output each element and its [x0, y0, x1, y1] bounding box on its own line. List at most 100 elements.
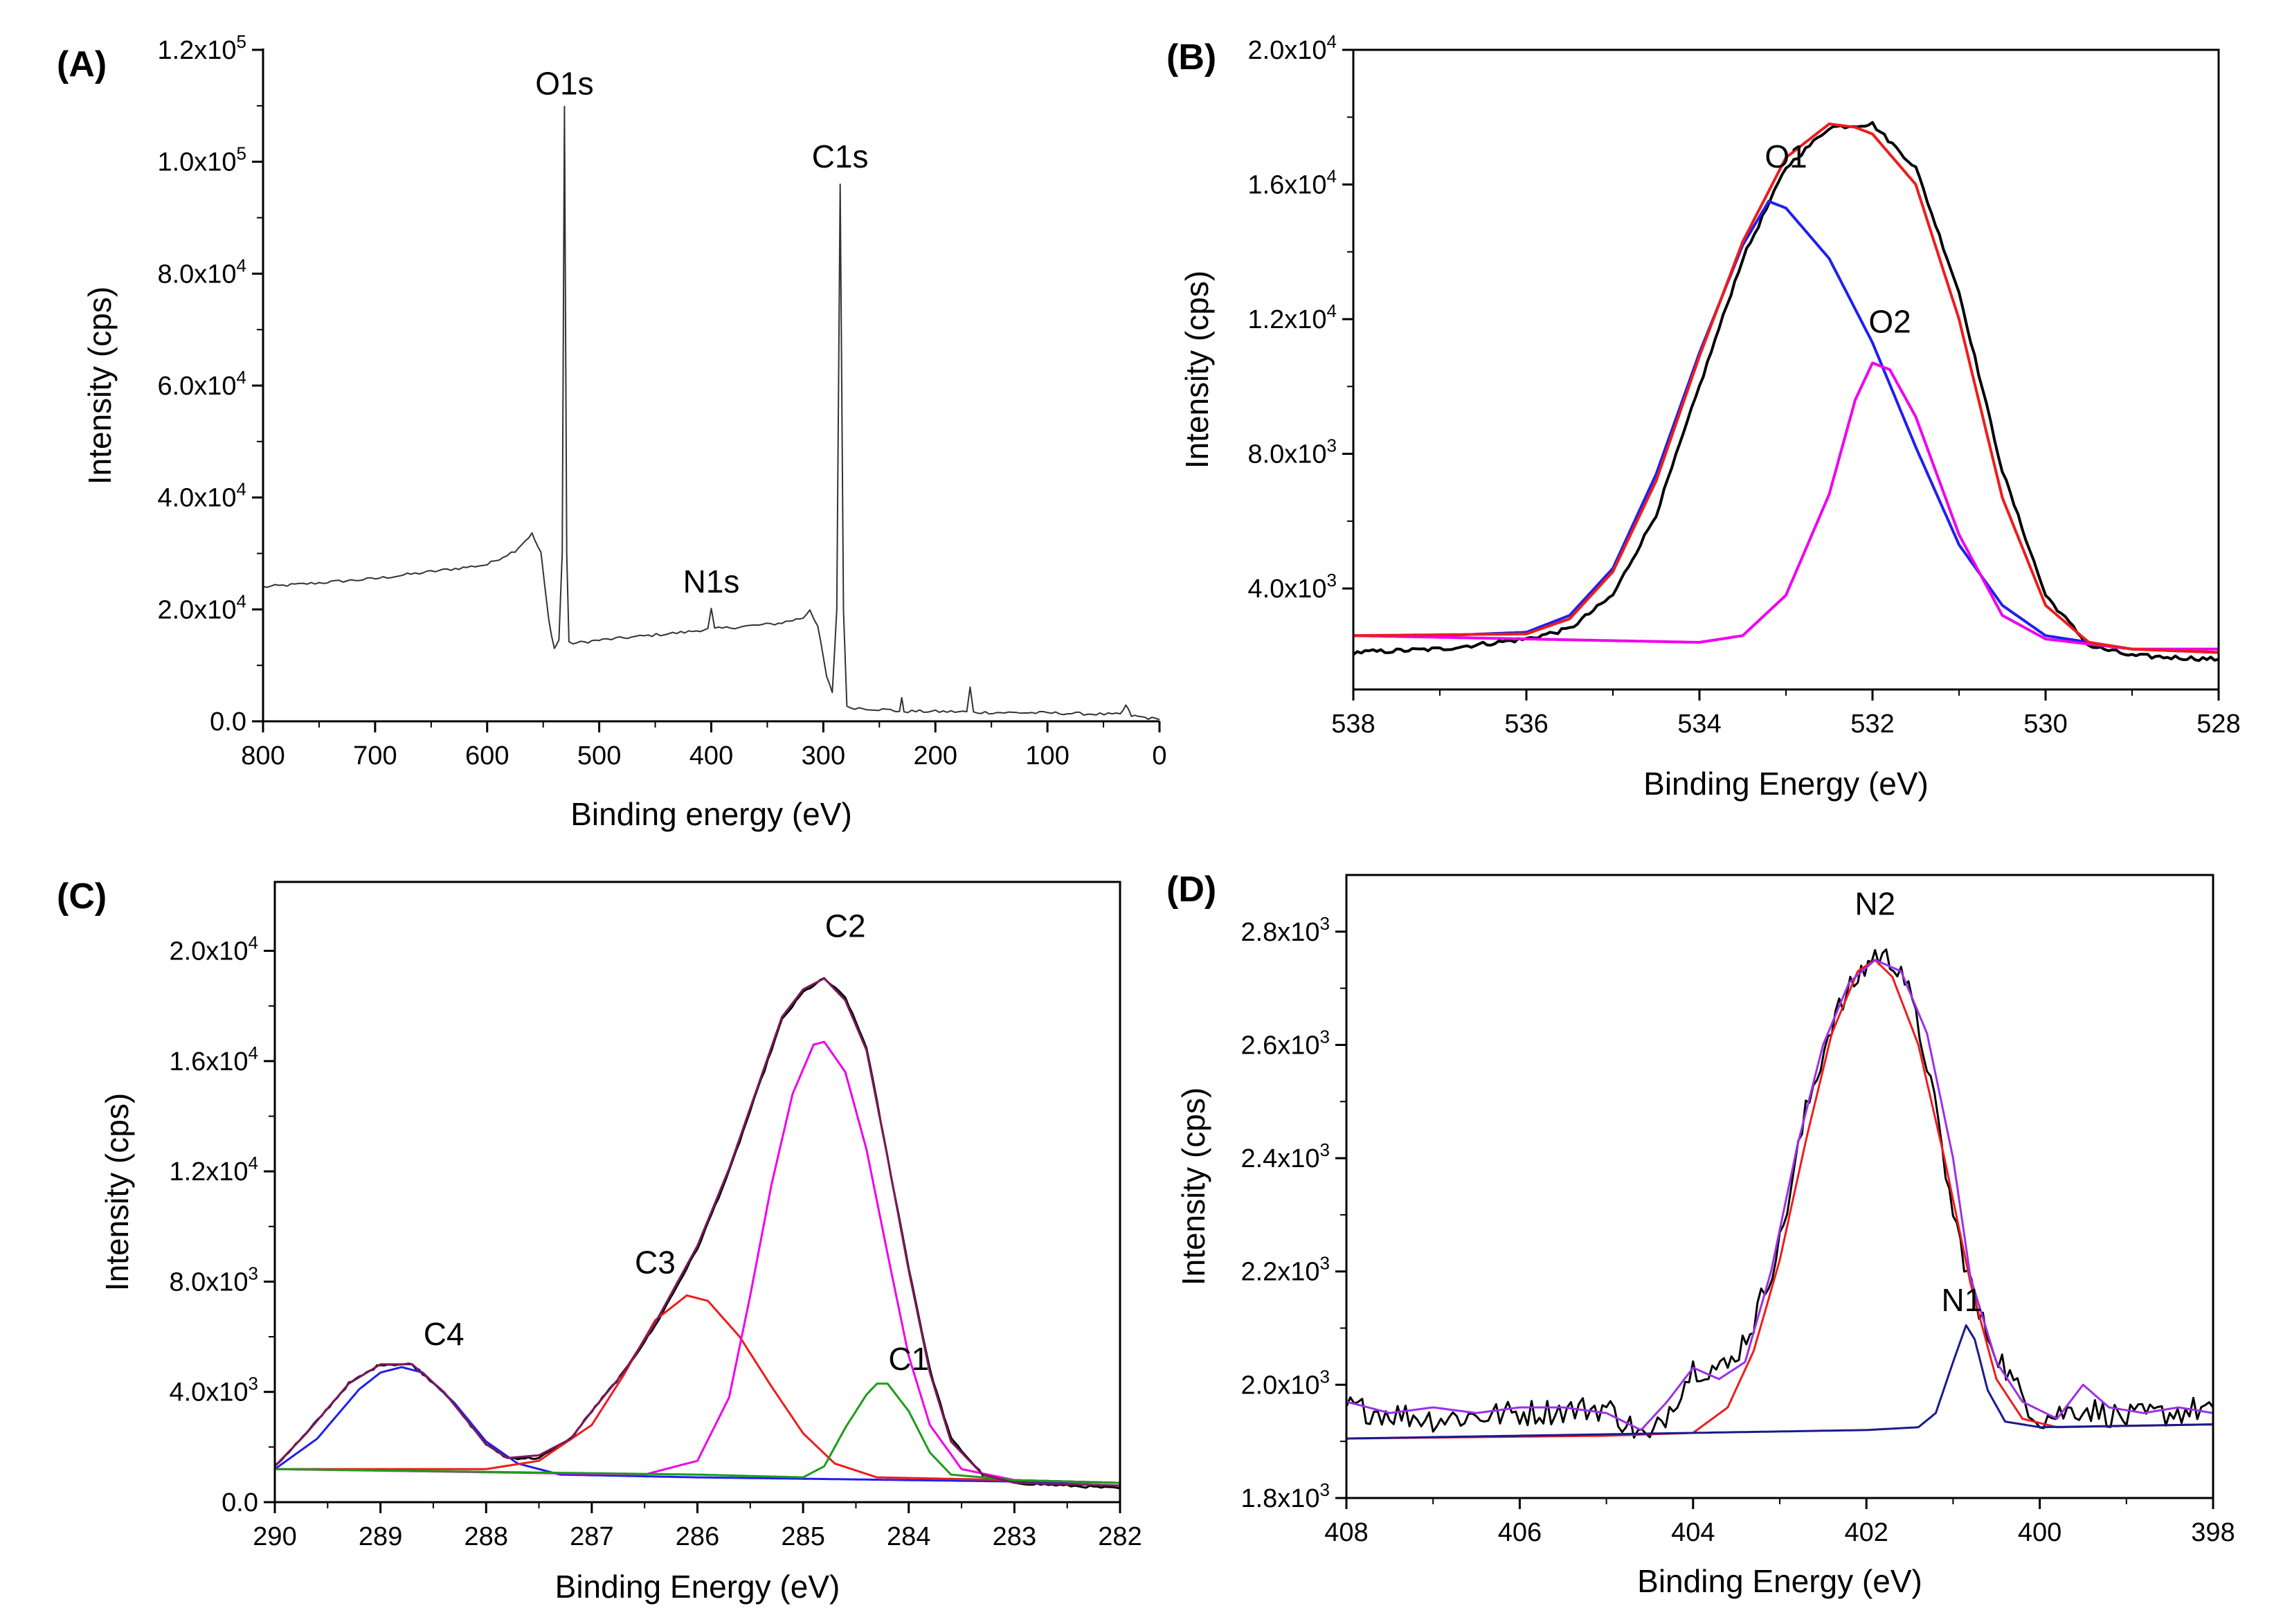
- panel-d-series-n1-component: [1346, 1324, 2213, 1440]
- panel-c-x-tick-label: 284: [887, 1522, 930, 1551]
- panel-a-x-tick-label: 700: [353, 741, 397, 770]
- panel-b-label: (B): [1166, 37, 1216, 78]
- panel-a-y-tick-label: 1.0x105: [157, 143, 246, 177]
- panel-d-x-tick-label: 402: [1844, 1518, 1888, 1547]
- panel-a-y-tick-label: 0.0: [210, 707, 246, 737]
- panel-a-peak-label-o1s: O1s: [535, 66, 593, 102]
- panel-c-x-tick-label: 282: [1098, 1522, 1141, 1551]
- panel-b-x-tick-label: 530: [2023, 710, 2067, 739]
- panel-b-y-tick-label: 8.0x103: [1247, 435, 1337, 469]
- panel-a-y-tick-label: 2.0x104: [157, 590, 246, 624]
- panel-d-series-raw: [1346, 948, 2213, 1439]
- panel-d-peak-label-n2: N2: [1855, 885, 1895, 921]
- panel-d-series-fit-envelope: [1346, 959, 2213, 1432]
- panel-b-y-tick-label: 4.0x103: [1247, 570, 1337, 604]
- panel-a-series-group: [263, 105, 1159, 721]
- panel-a-x-tick-label: 400: [689, 741, 733, 770]
- panel-c-peak-label-c1: C1: [888, 1341, 929, 1377]
- panel-c-peak-label-c2: C2: [825, 908, 866, 944]
- panel-c-series-c3-component: [275, 1294, 1120, 1484]
- panel-b-y-tick-label: 1.2x104: [1247, 300, 1337, 334]
- panel-c-peak-label-c3: C3: [635, 1244, 676, 1280]
- panel-c-y-tick-label: 0.0: [222, 1488, 258, 1517]
- panel-a-y-tick-label: 1.2x105: [157, 31, 246, 65]
- panel-d-series-n2-component: [1346, 959, 2213, 1440]
- panel-b-series-o1-component: [1353, 199, 2219, 654]
- panel-d-x-tick-label: 400: [2018, 1518, 2061, 1547]
- panel-b-x-tick-label: 532: [1850, 710, 1894, 739]
- panel-c-series-c4-component: [275, 1366, 1120, 1484]
- panel-c-label: (C): [57, 876, 107, 917]
- panel-a-label: (A): [57, 44, 107, 84]
- panel-c-plot-frame: [273, 881, 1121, 1504]
- panel-c-y-tick-label: 4.0x103: [169, 1373, 258, 1407]
- panel-b-series-fit-envelope: [1353, 123, 2219, 654]
- panel-a: (A) 800 700 600 500 400 300 200 100 0 0.0 2.0x104 4.…: [57, 31, 1167, 832]
- panel-c-series-c1-component: [275, 1382, 1120, 1484]
- panel-d-y-tick-label: 2.0x103: [1240, 1366, 1330, 1400]
- panel-d-peak-label-n1: N1: [1942, 1282, 1983, 1318]
- panel-c-x-tick-label: 287: [570, 1522, 613, 1551]
- panel-b-x-tick-label: 528: [2196, 710, 2240, 739]
- panel-b-x-tick-label: 538: [1331, 710, 1375, 739]
- panel-d-y-tick-label: 2.6x103: [1240, 1026, 1330, 1060]
- panel-b-peak-label-o2: O2: [1868, 304, 1911, 340]
- panel-b-y-axis-title: Intensity (cps): [1179, 271, 1215, 469]
- panel-c-peak-label-c4: C4: [424, 1316, 464, 1352]
- panel-d-x-tick-label: 398: [2191, 1518, 2235, 1547]
- panel-c-series-group: [275, 977, 1120, 1490]
- panel-a-peak-label-c1s: C1s: [812, 138, 869, 174]
- panel-a-y-tick-label: 8.0x104: [157, 255, 246, 289]
- panel-d-plot-frame: [1345, 874, 2214, 1499]
- panel-a-x-tick-label: 200: [914, 741, 957, 770]
- panel-b-series-o2-component: [1353, 361, 2219, 651]
- panel-b-x-tick-label: 534: [1677, 710, 1721, 739]
- panel-a-x-axis-title: Binding energy (eV): [570, 796, 852, 832]
- panel-c-x-tick-label: 289: [359, 1522, 402, 1551]
- panel-b-y-tick-label: 1.6x104: [1247, 166, 1337, 200]
- panel-d-y-tick-label: 1.8x103: [1240, 1479, 1330, 1513]
- panel-d-series-group: [1346, 948, 2213, 1440]
- panel-d-x-tick-label: 406: [1498, 1518, 1542, 1547]
- panel-d: (D) 408 406 404 402 400 398 1.8x103 2.0x103 2.2x1…: [1166, 869, 2235, 1599]
- panel-c-x-tick-label: 290: [253, 1522, 296, 1551]
- panel-a-x-tick-label: 100: [1025, 741, 1069, 770]
- panel-c-x-tick-label: 286: [676, 1522, 719, 1551]
- panel-d-y-tick-label: 2.4x103: [1240, 1139, 1330, 1173]
- panel-c-x-tick-label: 288: [464, 1522, 508, 1551]
- panel-c-y-tick-label: 8.0x103: [169, 1263, 258, 1297]
- panel-c-series-raw: [275, 977, 1120, 1490]
- panel-a-x-tick-label: 300: [802, 741, 845, 770]
- panel-b-x-axis-title: Binding Energy (eV): [1643, 766, 1929, 802]
- panel-c-series-c2-component: [275, 1040, 1120, 1484]
- panel-a-x-tick-label: 0: [1152, 741, 1166, 770]
- panel-b-y-tick-label: 2.0x104: [1247, 31, 1337, 65]
- panel-b-series-raw: [1353, 120, 2219, 662]
- panel-b: (B) 538 536 534 532 530 528 4.0x103 8.0x103 1.2x1…: [1166, 31, 2241, 802]
- panel-b-x-tick-label: 536: [1504, 710, 1548, 739]
- panel-b-series-group: [1353, 120, 2219, 662]
- panel-a-y-axis-title: Intensity (cps): [82, 287, 118, 485]
- panel-a-x-tick-label: 800: [241, 741, 285, 770]
- panel-a-y-tick-label: 4.0x104: [157, 479, 246, 513]
- panel-c-y-tick-label: 1.6x104: [169, 1043, 258, 1076]
- panel-a-y-tick-label: 6.0x104: [157, 367, 246, 401]
- panel-d-x-tick-label: 404: [1671, 1518, 1715, 1547]
- panel-d-y-axis-title: Intensity (cps): [1175, 1088, 1211, 1285]
- panel-c-x-tick-label: 283: [993, 1522, 1036, 1551]
- panel-c-y-tick-label: 2.0x104: [169, 932, 258, 966]
- panel-c-y-axis-title: Intensity (cps): [99, 1093, 135, 1291]
- panel-d-x-axis-title: Binding Energy (eV): [1637, 1563, 1922, 1599]
- panel-a-x-tick-label: 500: [577, 741, 621, 770]
- panel-a-peak-label-n1s: N1s: [683, 563, 740, 599]
- panel-b-peak-label-o1: O1: [1765, 138, 1807, 174]
- panel-c-y-tick-label: 1.2x104: [169, 1153, 258, 1187]
- panel-c-x-axis-title: Binding Energy (eV): [555, 1569, 840, 1605]
- panel-d-y-tick-label: 2.2x103: [1240, 1253, 1330, 1287]
- panel-a-x-tick-label: 600: [465, 741, 509, 770]
- panel-c-series-fit-envelope: [275, 977, 1120, 1487]
- panel-a-series-survey: [263, 105, 1159, 721]
- panel-d-x-tick-label: 408: [1324, 1518, 1368, 1547]
- panel-c: (C) 290 289 288 287 286 285 284 283 282 0.0 4.0x103…: [57, 876, 1142, 1605]
